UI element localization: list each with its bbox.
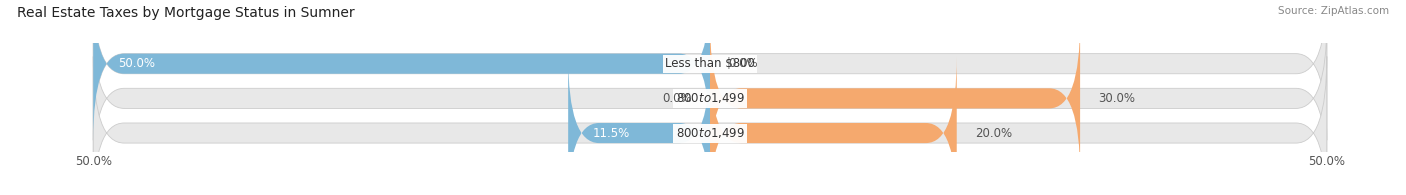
Text: 0.0%: 0.0% (662, 92, 692, 105)
FancyBboxPatch shape (93, 56, 1327, 195)
Text: 11.5%: 11.5% (593, 127, 630, 140)
FancyBboxPatch shape (710, 56, 956, 195)
Text: 30.0%: 30.0% (1098, 92, 1136, 105)
Text: Source: ZipAtlas.com: Source: ZipAtlas.com (1278, 6, 1389, 16)
FancyBboxPatch shape (710, 22, 1080, 175)
FancyBboxPatch shape (93, 0, 710, 140)
Text: Real Estate Taxes by Mortgage Status in Sumner: Real Estate Taxes by Mortgage Status in … (17, 6, 354, 20)
Text: 0.0%: 0.0% (728, 57, 758, 70)
Text: 50.0%: 50.0% (118, 57, 155, 70)
Text: Less than $800: Less than $800 (665, 57, 755, 70)
Legend: Without Mortgage, With Mortgage: Without Mortgage, With Mortgage (586, 191, 834, 195)
FancyBboxPatch shape (93, 0, 1327, 140)
Text: $800 to $1,499: $800 to $1,499 (675, 126, 745, 140)
FancyBboxPatch shape (93, 22, 1327, 175)
Text: $800 to $1,499: $800 to $1,499 (675, 91, 745, 105)
Text: 20.0%: 20.0% (976, 127, 1012, 140)
FancyBboxPatch shape (568, 56, 710, 195)
